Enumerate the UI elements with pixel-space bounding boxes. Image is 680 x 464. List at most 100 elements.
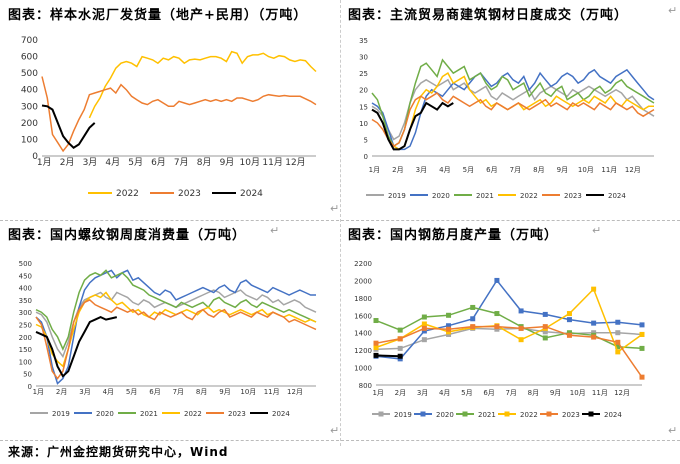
series-line-2020 <box>375 279 643 360</box>
legend-label: 2023 <box>564 192 582 200</box>
legend-label: 2019 <box>52 410 70 418</box>
data-point <box>494 324 500 330</box>
x-tick-label: 7月 <box>173 388 184 396</box>
x-tick-label: 12月 <box>614 389 630 397</box>
series-line-2023 <box>375 325 643 378</box>
x-tick-label: 12月 <box>287 388 303 396</box>
y-tick-label: 50 <box>23 371 32 379</box>
x-tick-label: 1月 <box>372 389 383 397</box>
x-tick-label: 1月 <box>33 388 44 396</box>
data-point <box>446 312 452 318</box>
x-tick-label: 8月 <box>528 389 539 397</box>
x-tick-label: 5月 <box>461 389 472 397</box>
data-point <box>615 330 621 336</box>
series-line-2019 <box>375 327 643 351</box>
x-tick-label: 11月 <box>592 389 608 397</box>
enter-mark: ↵ <box>330 424 340 437</box>
data-point <box>542 324 548 330</box>
x-tick-label: 10月 <box>240 157 260 168</box>
x-tick-label: 4月 <box>105 157 120 168</box>
y-tick-label: 450 <box>19 272 32 280</box>
legend-label: 2020 <box>436 411 454 419</box>
data-point <box>542 311 548 317</box>
x-tick-label: 3月 <box>416 166 427 174</box>
x-tick-label: 12月 <box>625 166 641 174</box>
x-tick-label: 11月 <box>264 388 280 396</box>
source-note: 来源：广州金控期货研究中心，Wind <box>8 445 229 459</box>
y-tick-label: 1200 <box>354 347 372 355</box>
x-tick-label: 7月 <box>505 389 516 397</box>
y-tick-label: 20 <box>359 87 368 95</box>
data-point <box>421 314 427 320</box>
legend-label: 2022 <box>520 411 538 419</box>
x-tick-label: 9月 <box>557 166 568 174</box>
legend-label: 2020 <box>96 410 114 418</box>
enter-mark: ↵ <box>330 202 340 215</box>
y-tick-label: 600 <box>21 53 38 63</box>
y-tick-label: 100 <box>21 135 38 145</box>
data-point <box>421 328 427 334</box>
chart-title-rebar-output: 图表：国内钢筋月度产量（万吨） <box>348 228 559 243</box>
data-point <box>615 349 621 355</box>
series-line-2020 <box>35 269 316 385</box>
y-tick-label: 500 <box>21 69 38 79</box>
series-line-2021 <box>35 269 317 351</box>
y-tick-label: 5 <box>364 136 368 144</box>
legend-label: 2019 <box>394 411 412 419</box>
data-point <box>518 308 524 314</box>
data-point <box>639 322 645 328</box>
x-tick-label: 10月 <box>570 389 586 397</box>
x-tick-label: 1月 <box>369 166 380 174</box>
y-tick-label: 10 <box>359 120 368 128</box>
y-tick-label: 25 <box>359 70 368 78</box>
legend-label: 2020 <box>432 192 450 200</box>
data-point <box>566 332 572 338</box>
y-tick-label: 150 <box>19 346 32 354</box>
y-tick-label: 1000 <box>354 365 372 373</box>
legend-label: 2024 <box>604 411 622 419</box>
data-point <box>591 286 597 292</box>
chart-title-trade: 图表：主流贸易商建筑钢材日度成交（万吨） <box>348 8 629 23</box>
data-point <box>615 339 621 345</box>
legend-label: 2022 <box>184 410 202 418</box>
x-tick-label: 6月 <box>149 388 160 396</box>
data-point <box>397 353 403 359</box>
x-tick-label: 8月 <box>533 166 544 174</box>
x-tick-label: 10月 <box>578 166 594 174</box>
data-point <box>591 320 597 326</box>
x-tick-label: 2月 <box>56 388 67 396</box>
data-point <box>373 352 379 358</box>
data-point <box>470 324 476 330</box>
y-tick-label: 1600 <box>354 312 372 320</box>
series-line-2023 <box>35 299 317 380</box>
x-tick-label: 9月 <box>219 388 230 396</box>
x-tick-label: 3月 <box>83 157 98 168</box>
series-line-2020 <box>371 68 655 151</box>
series-line-2024 <box>371 101 454 151</box>
legend-label: 2024 <box>240 189 263 199</box>
x-tick-label: 1月 <box>37 157 52 168</box>
y-tick-label: 15 <box>359 103 368 111</box>
y-tick-label: 2000 <box>354 277 372 285</box>
x-tick-label: 5月 <box>126 388 137 396</box>
data-point <box>494 326 500 332</box>
data-point <box>446 331 452 337</box>
y-tick-label: 250 <box>19 322 32 330</box>
data-point <box>397 327 403 333</box>
y-tick-label: 200 <box>21 119 38 129</box>
series-line-2022 <box>35 291 317 368</box>
x-tick-label: 5月 <box>128 157 143 168</box>
data-point <box>373 340 379 346</box>
data-point <box>639 345 645 351</box>
legend-label: 2023 <box>178 189 201 199</box>
data-point <box>470 304 476 310</box>
legend-label: 2024 <box>608 192 626 200</box>
x-tick-label: 3月 <box>79 388 90 396</box>
y-tick-label: 0 <box>28 383 32 391</box>
x-tick-label: 10月 <box>240 388 256 396</box>
x-tick-label: 6月 <box>151 157 166 168</box>
data-point <box>494 277 500 283</box>
enter-mark: ↵ <box>592 224 602 237</box>
data-point <box>446 329 452 335</box>
